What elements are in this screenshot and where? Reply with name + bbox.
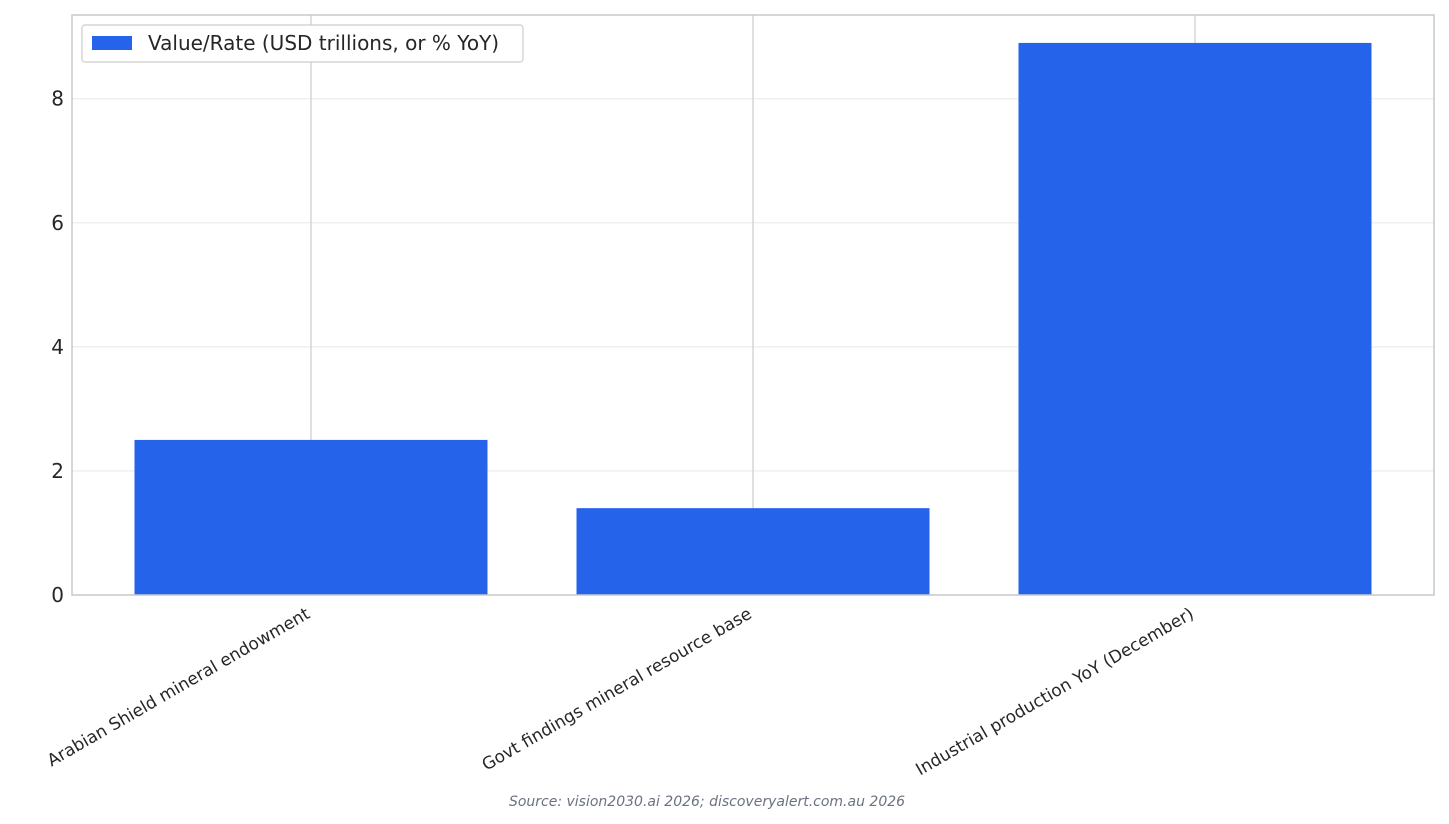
legend-label: Value/Rate (USD trillions, or % YoY) [148, 31, 499, 55]
x-tick-label: Arabian Shield mineral endowment [44, 604, 314, 771]
x-tick-label: Industrial production YoY (December) [912, 604, 1197, 780]
bar [576, 508, 930, 595]
y-tick-label: 2 [51, 459, 64, 483]
legend-swatch [92, 36, 132, 50]
y-tick-label: 6 [51, 211, 64, 235]
legend: Value/Rate (USD trillions, or % YoY) [81, 24, 524, 63]
source-note: Source: vision2030.ai 2026; discoveryale… [509, 794, 905, 810]
x-axis-ticks: Arabian Shield mineral endowment Govt fin… [44, 604, 1198, 780]
bar [1018, 42, 1372, 596]
bars [134, 42, 1372, 596]
legend-box [81, 24, 524, 63]
y-axis-ticks: 0 2 4 6 8 [51, 87, 64, 607]
y-tick-label: 8 [51, 87, 64, 111]
x-tick-label: Govt findings mineral resource base [479, 604, 756, 775]
y-tick-label: 4 [51, 335, 64, 359]
plot-frame [71, 14, 1435, 596]
bar [134, 439, 488, 595]
y-tick-label: 0 [51, 583, 64, 607]
